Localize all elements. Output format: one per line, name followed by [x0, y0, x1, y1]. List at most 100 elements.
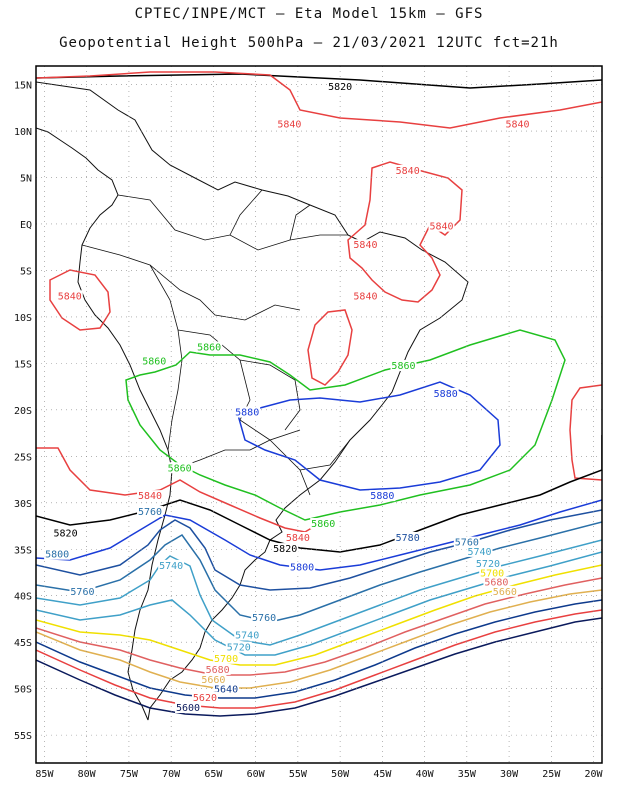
contour-label-bg [453, 536, 480, 548]
contour-5600 [36, 617, 602, 717]
contour-label-bg [474, 557, 501, 569]
lon-tick-label: 65W [204, 769, 223, 780]
contour-label-bg [466, 545, 493, 557]
contour-label: 5760 [252, 613, 276, 624]
contour-lines [36, 71, 602, 717]
lon-tick-label: 80W [78, 769, 97, 780]
contour-5880 [237, 381, 501, 491]
lon-tick-label: 45W [373, 769, 392, 780]
contour-label-bg [69, 585, 96, 597]
lat-tick-label: 55S [14, 731, 32, 742]
contour-label-bg [272, 543, 299, 555]
contour-label: 5700 [214, 654, 238, 665]
contour-label: 5840 [505, 119, 529, 130]
contour-label: 5840 [353, 291, 377, 302]
lon-tick-label: 35W [458, 769, 477, 780]
contour-label-bg [251, 611, 278, 623]
contour-label: 5780 [396, 533, 420, 544]
map-title-line1: CPTEC/INPE/MCT – Eta Model 15km – GFS [134, 6, 484, 22]
contour-label: 5880 [434, 389, 458, 400]
contour-label-bg [166, 462, 193, 474]
contour-label-bg [158, 559, 185, 571]
contour-label: 5860 [311, 519, 335, 530]
lat-tick-label: 35S [14, 545, 32, 556]
contour-label: 5680 [206, 665, 230, 676]
lat-tick-label: 5N [20, 174, 32, 185]
lat-tick-label: 10N [14, 127, 32, 138]
axis-ticks: 15N 10N 5N EQ 5S 10S 15S 20S 25S 30S 35S 40S 45S 50S 5… [14, 81, 604, 780]
contour-label: 5860 [142, 356, 166, 367]
contour-label: 5640 [214, 684, 238, 695]
contour-5720 [36, 551, 602, 656]
lon-tick-label: 55W [289, 769, 308, 780]
contour-5820-south [36, 435, 602, 553]
contour-label-bg [369, 490, 396, 502]
lat-lon-grid [36, 66, 602, 763]
lon-tick-label: 70W [162, 769, 181, 780]
contour-label-bg [432, 387, 459, 399]
contour-label-bg [141, 355, 168, 367]
contour-label-bg [390, 360, 417, 372]
contour-5820-north [36, 73, 602, 89]
coastline [36, 81, 469, 721]
lon-tick-label: 40W [416, 769, 435, 780]
contour-label: 5840 [396, 166, 420, 177]
contour-5840-amazon [307, 309, 353, 386]
lat-tick-label: 5S [20, 266, 32, 277]
contour-5860 [125, 329, 566, 521]
contour-label: 5600 [176, 703, 200, 714]
contour-label: 5720 [227, 643, 251, 654]
contour-5620 [36, 609, 602, 709]
lon-tick-label: 25W [542, 769, 561, 780]
contour-label: 5820 [54, 528, 78, 539]
contour-label-bg [289, 561, 316, 573]
lat-tick-label: 45S [14, 638, 32, 649]
contour-label-bg [327, 81, 354, 93]
contour-label-bg [191, 691, 218, 703]
contour-label-bg [491, 585, 518, 597]
lat-tick-label: 25S [14, 452, 32, 463]
contour-label-bg [137, 490, 164, 502]
lat-tick-label: 50S [14, 685, 32, 696]
contour-label: 5620 [193, 693, 217, 704]
contour-label-bg [196, 341, 223, 353]
contour-label-bg [234, 629, 261, 641]
contour-label: 5840 [353, 240, 377, 251]
contour-label: 5720 [476, 559, 500, 570]
lat-tick-label: 15S [14, 359, 32, 370]
contour-label-bg [428, 220, 455, 232]
map-frame [35, 65, 603, 764]
contour-label-bg [352, 290, 379, 302]
contour-label-bg [56, 290, 83, 302]
contour-label: 5880 [235, 408, 259, 419]
contour-label-bg [284, 531, 311, 543]
contour-label: 5740 [159, 561, 183, 572]
contour-5840-ne [347, 161, 463, 303]
map-title-line2: Geopotential Height 500hPa – 21/03/2021 … [59, 35, 559, 51]
contour-label-bg [213, 652, 240, 664]
contour-label-bg [52, 527, 79, 539]
lon-tick-label: 60W [247, 769, 266, 780]
contour-label: 5760 [138, 507, 162, 518]
contour-label-bg [213, 683, 240, 695]
contour-label: 5760 [70, 587, 94, 598]
contour-label: 5860 [197, 342, 221, 353]
contour-label-bg [44, 548, 71, 560]
contour-label: 5800 [290, 563, 314, 574]
contour-label-bg [394, 531, 421, 543]
contour-5840-east [569, 384, 602, 481]
contour-label: 5860 [168, 463, 192, 474]
contour-label-bg [137, 505, 164, 517]
contour-label: 5660 [493, 587, 517, 598]
lon-tick-label: 50W [331, 769, 350, 780]
contour-label: 5660 [201, 675, 225, 686]
contour-label: 5840 [286, 533, 310, 544]
contour-5840-pacific [49, 269, 111, 331]
lon-tick-label: 75W [120, 769, 139, 780]
lon-tick-label: 20W [585, 769, 604, 780]
lon-tick-label: 85W [35, 769, 54, 780]
contour-label: 5740 [467, 547, 491, 558]
contour-label: 5840 [58, 291, 82, 302]
contour-5660 [36, 589, 602, 689]
lat-tick-label: 40S [14, 592, 32, 603]
